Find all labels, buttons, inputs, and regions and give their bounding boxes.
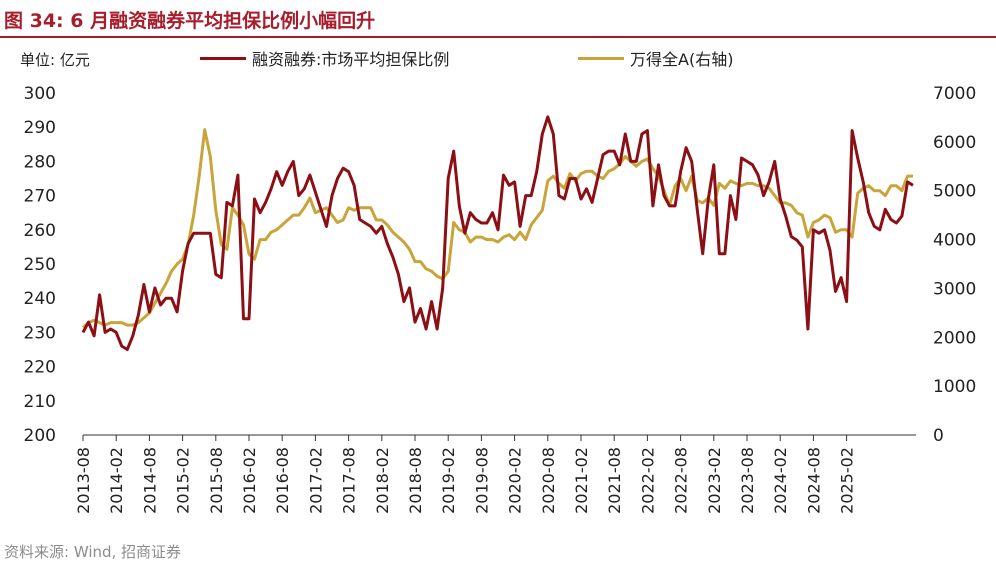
legend-item-margin: 融资融券:市场平均担保比例 — [200, 47, 449, 69]
legend-swatch-margin — [200, 56, 246, 60]
x-tick-label: 2017-02 — [306, 447, 325, 514]
x-tick-label: 2023-02 — [705, 447, 724, 514]
x-tick-label: 2020-08 — [539, 447, 558, 514]
x-tick-label: 2016-08 — [273, 447, 292, 514]
y-left-tick-label: 270 — [24, 187, 56, 207]
unit-label: 单位: 亿元 — [20, 51, 90, 69]
x-tick-label: 2018-02 — [373, 447, 392, 514]
y-left-tick-label: 240 — [24, 289, 56, 309]
y-left-tick-label: 200 — [24, 426, 56, 446]
x-tick-label: 2024-02 — [771, 447, 790, 514]
y-left-tick-label: 250 — [24, 255, 56, 275]
y-right-tick-label: 6000 — [933, 133, 976, 153]
y-left-tick-label: 220 — [24, 358, 56, 378]
x-tick-label: 2016-02 — [240, 447, 259, 514]
y-left-tick-label: 280 — [24, 152, 56, 172]
source-note: 资料来源: Wind, 招商证券 — [4, 543, 182, 561]
legend-swatch-wind — [578, 56, 624, 60]
y-left-tick-label: 230 — [24, 323, 56, 343]
x-tick-label: 2025-02 — [838, 447, 857, 514]
y-right-tick-label: 3000 — [933, 279, 976, 299]
y-left-tick-label: 210 — [24, 392, 56, 412]
x-tick-label: 2015-02 — [174, 447, 193, 514]
y-right-tick-label: 5000 — [933, 182, 976, 202]
x-tick-label: 2013-08 — [74, 447, 93, 514]
y-right-tick-label: 0 — [933, 426, 944, 446]
x-tick-label: 2019-08 — [472, 447, 491, 514]
x-tick-label: 2022-02 — [638, 447, 657, 514]
x-tick-label: 2021-08 — [605, 447, 624, 514]
legend-item-wind: 万得全A(右轴) — [578, 47, 733, 69]
y-right-tick-label: 7000 — [933, 84, 976, 104]
x-tick-label: 2017-08 — [340, 447, 359, 514]
x-tick-label: 2023-08 — [738, 447, 757, 514]
x-tick-label: 2024-08 — [804, 447, 823, 514]
x-tick-label: 2020-02 — [506, 447, 525, 514]
x-tick-label: 2018-08 — [406, 447, 425, 514]
x-tick-label: 2014-08 — [140, 447, 159, 514]
y-left-tick-label: 300 — [24, 84, 56, 104]
title-rule — [0, 36, 996, 38]
chart-axes: 2002102202302402502602702802903000100020… — [24, 84, 977, 514]
x-tick-label: 2015-08 — [207, 447, 226, 514]
x-tick-label: 2021-02 — [572, 447, 591, 514]
x-tick-label: 2022-08 — [672, 447, 691, 514]
x-tick-label: 2014-02 — [107, 447, 126, 514]
wind-all-a-line — [82, 128, 913, 329]
y-right-tick-label: 2000 — [933, 328, 976, 348]
legend-label-margin: 融资融券:市场平均担保比例 — [252, 50, 450, 69]
y-right-tick-label: 4000 — [933, 231, 976, 251]
margin-ratio-line — [81, 115, 914, 351]
legend-label-wind: 万得全A(右轴) — [630, 50, 734, 69]
y-right-tick-label: 1000 — [933, 377, 976, 397]
y-left-tick-label: 260 — [24, 221, 56, 241]
y-left-tick-label: 290 — [24, 118, 56, 138]
chart-title: 图 34: 6 月融资融券平均担保比例小幅回升 — [4, 10, 376, 32]
x-tick-label: 2019-02 — [439, 447, 458, 514]
chart-lines — [81, 115, 914, 351]
